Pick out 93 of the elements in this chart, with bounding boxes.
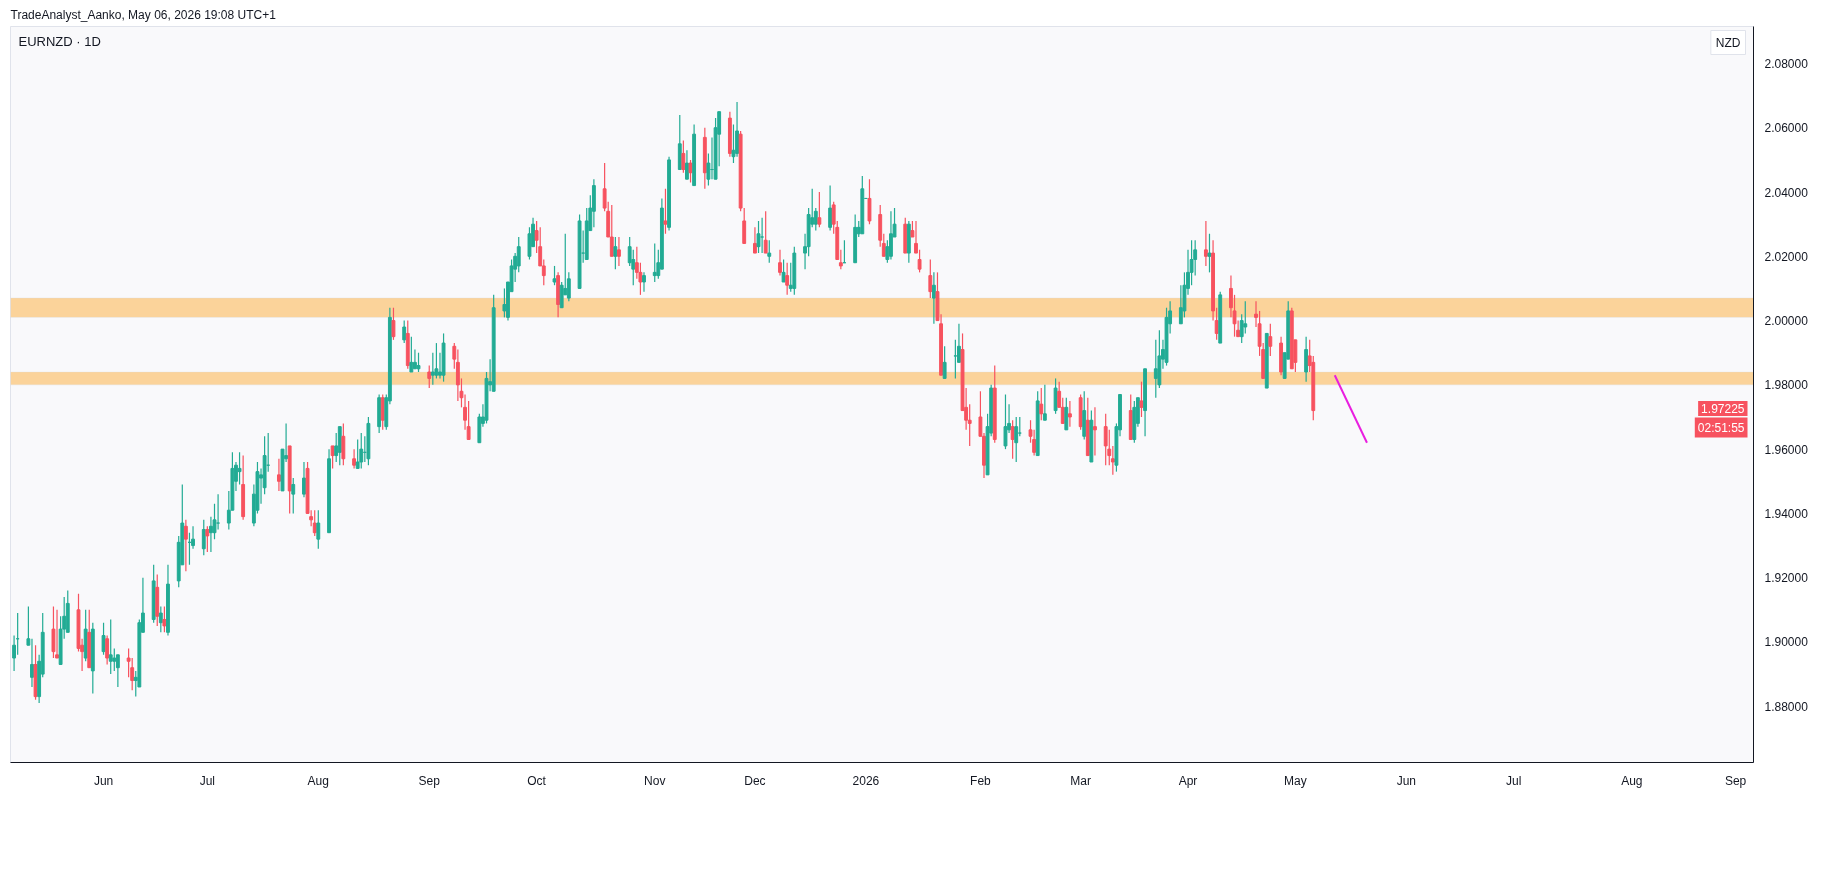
text: EURNZD · 1D [18, 33, 101, 49]
y-tick-label: 2.08000 [1764, 56, 1809, 71]
candlestick [112, 647, 117, 672]
x-tick-label: Dec [744, 773, 766, 788]
x-tick-label: Aug [307, 773, 329, 788]
candlestick [409, 336, 414, 373]
candlestick [430, 352, 435, 386]
candlestick [1243, 300, 1248, 335]
candlestick [609, 204, 614, 257]
candlestick [183, 519, 188, 572]
x-tick-label: Jul [1506, 773, 1522, 788]
candlestick [237, 451, 242, 486]
candlestick [1103, 413, 1108, 466]
y-tick-label: 2.02000 [1764, 249, 1809, 264]
y-tick-label: 1.96000 [1764, 442, 1809, 457]
candlestick [1064, 397, 1069, 431]
y-tick-label: 1.90000 [1764, 635, 1809, 650]
candlestick [205, 525, 210, 553]
candlestick [1304, 336, 1309, 383]
y-axis-title: NZD [1715, 35, 1741, 50]
x-tick-label: Feb [970, 773, 992, 788]
candlestick [756, 220, 761, 254]
candlestick [1039, 387, 1044, 421]
x-tick-label: Aug [1621, 773, 1643, 788]
x-tick-label: May [1284, 773, 1307, 788]
x-tick-label: Oct [527, 773, 547, 788]
x-tick-label: Sep [418, 773, 441, 788]
candlestick [101, 622, 106, 656]
candlestick [942, 345, 947, 380]
candlestick [216, 493, 221, 531]
candlestick [642, 271, 646, 293]
candlestick [753, 226, 757, 254]
candlestick [1207, 233, 1212, 273]
y-tick-label: 1.92000 [1764, 571, 1809, 586]
candlestick [427, 364, 432, 389]
candlestick [527, 226, 532, 261]
y-tick-label: 1.88000 [1764, 699, 1809, 714]
candlestick [889, 210, 893, 261]
candlestick [613, 236, 618, 270]
candlestick [760, 217, 765, 254]
candlestick [681, 140, 686, 174]
candlestick [781, 258, 786, 283]
candlestick [953, 339, 958, 380]
candlestick [391, 307, 396, 341]
candlestick [552, 265, 557, 286]
candlestick [1067, 400, 1072, 428]
candlestick [778, 249, 782, 277]
candlestick [291, 477, 296, 515]
candlestick [1014, 416, 1019, 463]
x-tick-label: Sep [1724, 773, 1747, 788]
candlestick [663, 188, 668, 235]
x-tick-label: Mar [1070, 773, 1091, 788]
y-tick-label: 1.94000 [1764, 506, 1809, 521]
x-tick-label: Nov [644, 773, 666, 788]
y-tick-label: 2.06000 [1764, 121, 1809, 136]
candlestick [1042, 384, 1047, 421]
candlestick [1003, 393, 1008, 450]
candlestick [785, 262, 790, 296]
candlestick [928, 258, 933, 299]
y-tick-label: 2.00000 [1764, 314, 1809, 329]
candlestick [1268, 323, 1273, 357]
annotation: 1.97225 [1701, 402, 1745, 417]
text: TradeAnalyst_Aanko, May 06, 2026 19:08 UTC+1 [10, 7, 277, 22]
candlestick [767, 239, 772, 264]
candlestick [602, 162, 607, 212]
x-tick-label: Jul [199, 773, 216, 788]
candlestick [316, 509, 321, 550]
candlestick [817, 191, 822, 228]
candlestick [617, 236, 621, 267]
candlestick [688, 159, 693, 183]
candlestick [51, 606, 56, 659]
x-tick-label: 2026 [852, 773, 880, 788]
candlestick [828, 184, 833, 232]
candlestick [1093, 406, 1097, 457]
candlestick [1203, 220, 1208, 267]
candlestick [108, 618, 113, 675]
x-tick-label: Apr [1178, 773, 1198, 788]
candlestick [416, 352, 421, 373]
candlestick [359, 432, 364, 470]
annotation: 02:51:55 [1697, 420, 1745, 435]
y-tick-label: 2.04000 [1764, 185, 1809, 200]
x-tick-label: Jun [93, 773, 114, 788]
candlestick [55, 609, 59, 659]
candlestick [352, 448, 357, 470]
candlestick [742, 207, 747, 245]
candlestick [1139, 381, 1144, 418]
candlestick [402, 319, 407, 344]
x-tick-label: Jun [1396, 773, 1417, 788]
candlestick [105, 634, 110, 666]
candlestick [201, 519, 206, 556]
y-tick-label: 1.98000 [1764, 378, 1809, 393]
candlestick [931, 271, 936, 325]
candlestick [685, 149, 689, 180]
